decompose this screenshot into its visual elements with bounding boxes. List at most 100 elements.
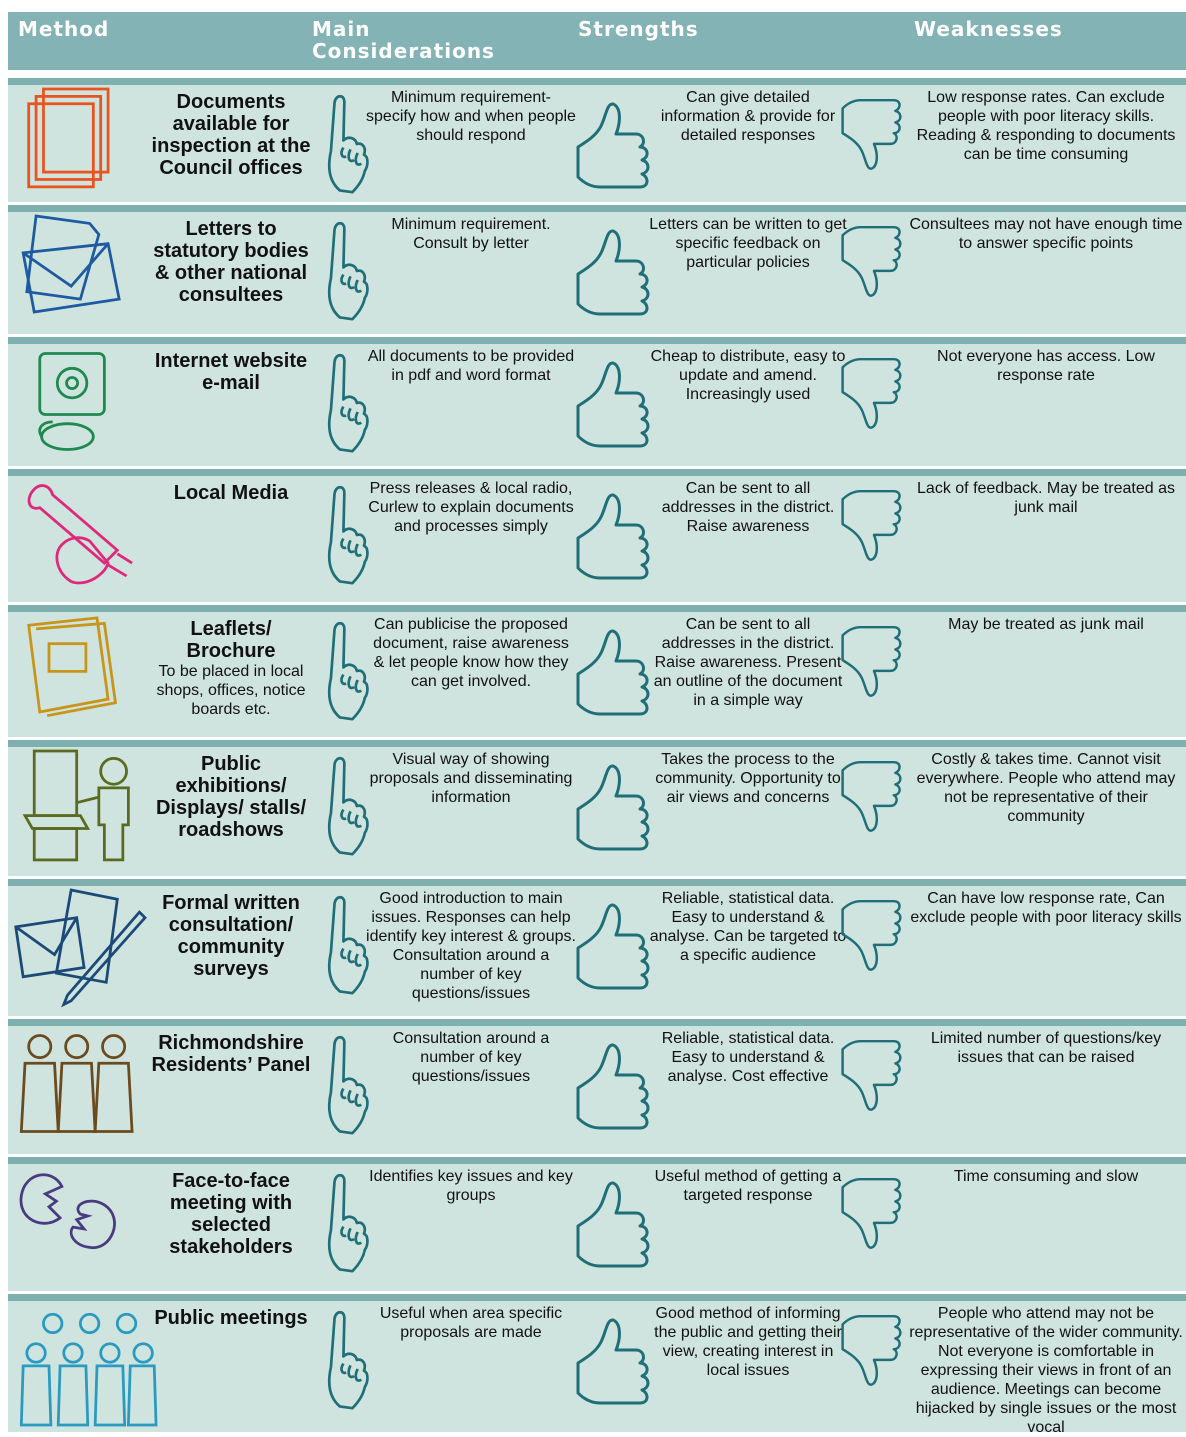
weaknesses-cell: Costly & takes time. Cannot visit everyw… bbox=[916, 751, 1176, 825]
method-icon bbox=[38, 352, 106, 451]
method-icon bbox=[21, 214, 121, 314]
weaknesses-cell: Limited number of questions/key issues t… bbox=[930, 1030, 1162, 1066]
thumb-up-icon bbox=[576, 229, 650, 316]
strengths-cell: Reliable, statistical data. Easy to unde… bbox=[661, 1030, 835, 1085]
considerations-cell: Minimum requirement- specify how and whe… bbox=[366, 89, 576, 144]
thumb-down-icon bbox=[841, 489, 902, 561]
considerations-cell: Consultation around a number of key ques… bbox=[392, 1030, 550, 1085]
method-label: Letters to statutory bodies & other nati… bbox=[153, 218, 309, 306]
weaknesses-cell: Low response rates. Can exclude people w… bbox=[916, 89, 1176, 163]
strengths-cell: Can give detailed information & provide … bbox=[660, 89, 836, 144]
method-label: Face-to-face meeting with selected stake… bbox=[169, 1170, 293, 1258]
method-cell: Letters to statutory bodies & other nati… bbox=[148, 218, 314, 306]
method-label: Leaflets/ Brochure bbox=[186, 618, 276, 662]
method-cell: Formal written consultation/ community s… bbox=[148, 892, 314, 980]
finger-icon bbox=[327, 353, 369, 453]
strengths-cell: Good method of informing the public and … bbox=[654, 1305, 842, 1379]
header-bar: Method Main Considerations Strengths Wea… bbox=[8, 12, 1186, 70]
thumb-up-icon bbox=[576, 1181, 650, 1268]
method-label: Public meetings bbox=[154, 1307, 308, 1329]
thumb-up-icon bbox=[576, 1043, 650, 1130]
method-cell: Leaflets/ Brochure To be placed in local … bbox=[148, 618, 314, 719]
thumb-down-icon bbox=[841, 899, 902, 971]
method-cell: Internet website e-mail bbox=[148, 350, 314, 394]
method-icon bbox=[14, 888, 147, 1008]
strengths-cell: Can be sent to all addresses in the dist… bbox=[661, 480, 835, 535]
strengths-cell: Reliable, statistical data. Easy to unde… bbox=[649, 890, 847, 964]
header-cell: Method bbox=[18, 17, 110, 41]
thumb-up-icon bbox=[576, 102, 650, 189]
thumb-down-icon bbox=[841, 225, 902, 297]
finger-icon bbox=[327, 1173, 369, 1273]
considerations-cell: Identifies key issues and key groups bbox=[369, 1168, 573, 1204]
finger-icon bbox=[327, 1310, 369, 1410]
thumb-down-icon bbox=[841, 357, 902, 429]
finger-icon bbox=[327, 756, 369, 856]
weaknesses-cell: Can have low response rate, Can exclude … bbox=[910, 890, 1182, 926]
method-icon bbox=[27, 616, 118, 718]
strengths-cell: Takes the process to the community. Oppo… bbox=[655, 751, 841, 806]
strengths-cell: Can be sent to all addresses in the dist… bbox=[653, 616, 843, 709]
method-label: Local Media bbox=[173, 482, 289, 504]
finger-icon bbox=[327, 895, 369, 995]
thumb-up-icon bbox=[576, 629, 650, 716]
thumb-up-icon bbox=[576, 903, 650, 990]
strengths-cell: Cheap to distribute, easy to update and … bbox=[650, 348, 846, 403]
table-row: Letters to statutory bodies & other nati… bbox=[8, 205, 1186, 334]
strengths-cell: Letters can be written to get specific f… bbox=[649, 216, 847, 271]
method-note: To be placed in local shops, offices, no… bbox=[156, 663, 306, 718]
thumb-up-icon bbox=[576, 493, 650, 580]
weaknesses-cell: Not everyone has access. Low response ra… bbox=[937, 348, 1155, 384]
finger-icon bbox=[327, 221, 369, 321]
method-icon bbox=[19, 1034, 134, 1133]
table-row: Richmondshire Residents’ Panel Consultati… bbox=[8, 1019, 1186, 1154]
method-label: Documents available for inspection at th… bbox=[151, 91, 311, 179]
method-label: Public exhibitions/ Displays/ stalls/ ro… bbox=[155, 753, 307, 841]
thumb-up-icon bbox=[576, 361, 650, 448]
considerations-cell: Minimum requirement. Consult by letter bbox=[391, 216, 551, 252]
table-row: Formal written consultation/ community s… bbox=[8, 879, 1186, 1016]
method-icon bbox=[19, 1173, 116, 1249]
weaknesses-cell: People who attend may not be representat… bbox=[909, 1305, 1183, 1436]
header-cell: Main Considerations bbox=[312, 17, 495, 63]
method-cell: Local Media bbox=[148, 482, 314, 504]
method-label: Formal written consultation/ community s… bbox=[162, 892, 300, 980]
weaknesses-cell: May be treated as junk mail bbox=[948, 616, 1144, 633]
weaknesses-cell: Consultees may not have enough time to a… bbox=[909, 216, 1183, 252]
thumb-down-icon bbox=[841, 1039, 902, 1111]
table-row: Documents available for inspection at th… bbox=[8, 78, 1186, 202]
thumb-down-icon bbox=[841, 760, 902, 832]
table-row: Face-to-face meeting with selected stake… bbox=[8, 1157, 1186, 1291]
method-icon bbox=[19, 1312, 158, 1427]
finger-icon bbox=[327, 94, 369, 194]
method-cell: Public meetings bbox=[148, 1307, 314, 1329]
table-row: Public exhibitions/ Displays/ stalls/ ro… bbox=[8, 740, 1186, 876]
method-icon bbox=[27, 87, 110, 189]
method-icon bbox=[22, 749, 130, 862]
thumb-down-icon bbox=[841, 1177, 902, 1249]
table-row: Local Media Press releases & local radio,… bbox=[8, 469, 1186, 602]
table-row: Internet website e-mail All documents to … bbox=[8, 337, 1186, 466]
considerations-cell: Press releases & local radio, Curlew to … bbox=[368, 480, 574, 535]
method-cell: Public exhibitions/ Displays/ stalls/ ro… bbox=[148, 753, 314, 841]
method-cell: Face-to-face meeting with selected stake… bbox=[148, 1170, 314, 1258]
thumb-up-icon bbox=[576, 764, 650, 851]
finger-icon bbox=[327, 1035, 369, 1135]
table-row: Leaflets/ Brochure To be placed in local … bbox=[8, 605, 1186, 737]
considerations-cell: Visual way of showing proposals and diss… bbox=[369, 751, 573, 806]
method-label: Richmondshire Residents’ Panel bbox=[151, 1032, 311, 1076]
header-cell: Weaknesses bbox=[914, 17, 1063, 41]
thumb-down-icon bbox=[841, 625, 902, 697]
table-row: Public meetings Useful when area specific… bbox=[8, 1294, 1186, 1436]
considerations-cell: All documents to be provided in pdf and … bbox=[367, 348, 575, 384]
weaknesses-cell: Lack of feedback. May be treated as junk… bbox=[917, 480, 1175, 516]
considerations-cell: Can publicise the proposed document, rai… bbox=[373, 616, 569, 690]
method-cell: Richmondshire Residents’ Panel bbox=[148, 1032, 314, 1076]
header-cell: Strengths bbox=[578, 17, 699, 41]
considerations-cell: Good introduction to main issues. Respon… bbox=[366, 890, 576, 1002]
thumb-down-icon bbox=[841, 1314, 902, 1386]
considerations-cell: Useful when area specific proposals are … bbox=[379, 1305, 563, 1341]
strengths-cell: Useful method of getting a targeted resp… bbox=[654, 1168, 842, 1204]
method-label: Internet website e-mail bbox=[154, 350, 308, 394]
